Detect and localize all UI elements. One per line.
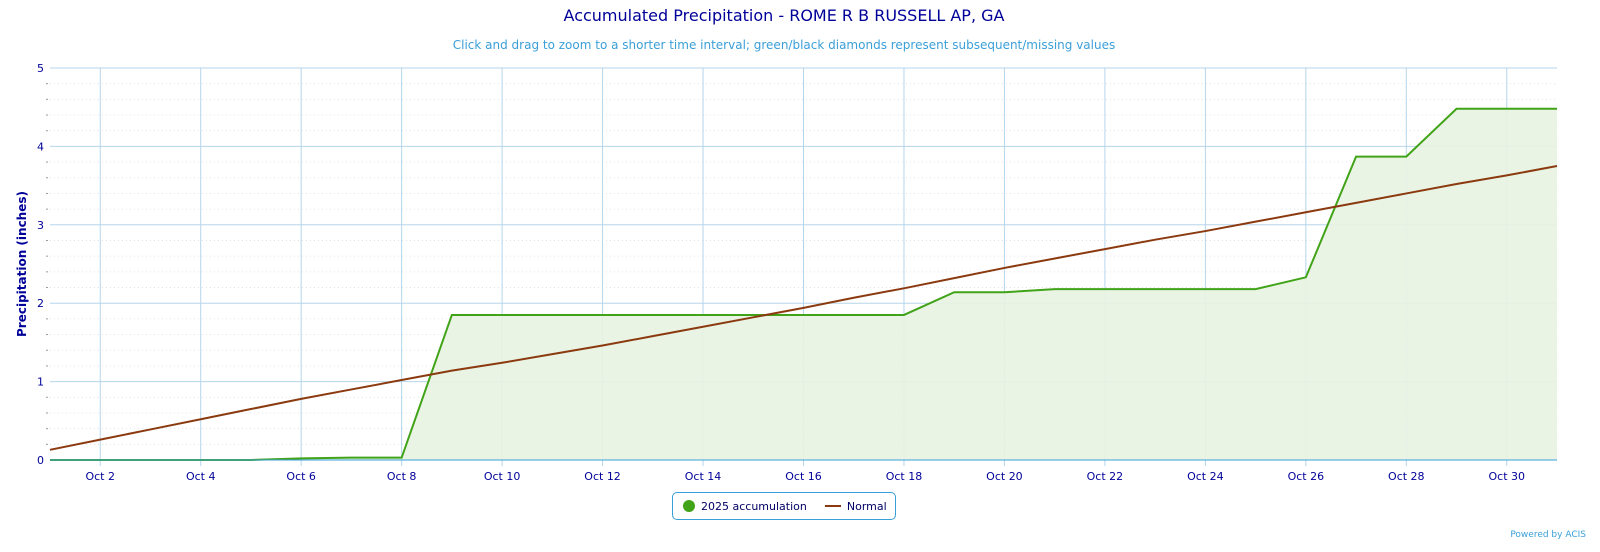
y-tick-label: 4	[37, 140, 44, 153]
x-tick-label: Oct 18	[886, 470, 923, 483]
chart-subtitle: Click and drag to zoom to a shorter time…	[452, 38, 1116, 52]
legend-label: 2025 accumulation	[701, 499, 807, 513]
x-tick-label: Oct 22	[1087, 470, 1124, 483]
accumulation-line	[50, 107, 1557, 461]
chart-title: Accumulated Precipitation - ROME R B RUS…	[563, 6, 1005, 25]
x-tick-label: Oct 28	[1388, 470, 1425, 483]
x-tick-label: Oct 24	[1187, 470, 1224, 483]
x-tick-label: Oct 26	[1288, 470, 1325, 483]
x-tick-label: Oct 2	[85, 470, 115, 483]
y-tick-label: 1	[37, 376, 44, 389]
y-tick-label: 3	[37, 219, 44, 232]
y-axis-label: Precipitation (inches)	[15, 191, 29, 337]
x-tick-label: Oct 14	[685, 470, 722, 483]
legend: 2025 accumulation Normal	[672, 492, 896, 520]
x-tick-label: Oct 30	[1489, 470, 1526, 483]
x-tick-label: Oct 8	[387, 470, 417, 483]
legend-label: Normal	[846, 499, 887, 513]
normal-line	[49, 165, 1558, 451]
x-tick-label: Oct 4	[186, 470, 216, 483]
y-tick-label: 2	[37, 297, 44, 310]
x-tick-label: Oct 16	[785, 470, 822, 483]
x-tick-label: Oct 10	[484, 470, 521, 483]
legend-item-accumulation[interactable]: 2025 accumulation	[683, 500, 807, 513]
credits-link[interactable]: Powered by ACIS	[1510, 530, 1586, 540]
y-tick-label: 5	[37, 62, 44, 75]
green-dot-icon	[683, 500, 695, 512]
y-tick-label: 0	[37, 454, 44, 467]
brown-line-icon	[824, 505, 841, 507]
x-tick-label: Oct 6	[286, 470, 316, 483]
legend-item-normal[interactable]: Normal	[824, 499, 887, 513]
accumulation-area	[50, 108, 1557, 460]
x-tick-label: Oct 20	[986, 470, 1023, 483]
x-tick-label: Oct 12	[584, 470, 621, 483]
